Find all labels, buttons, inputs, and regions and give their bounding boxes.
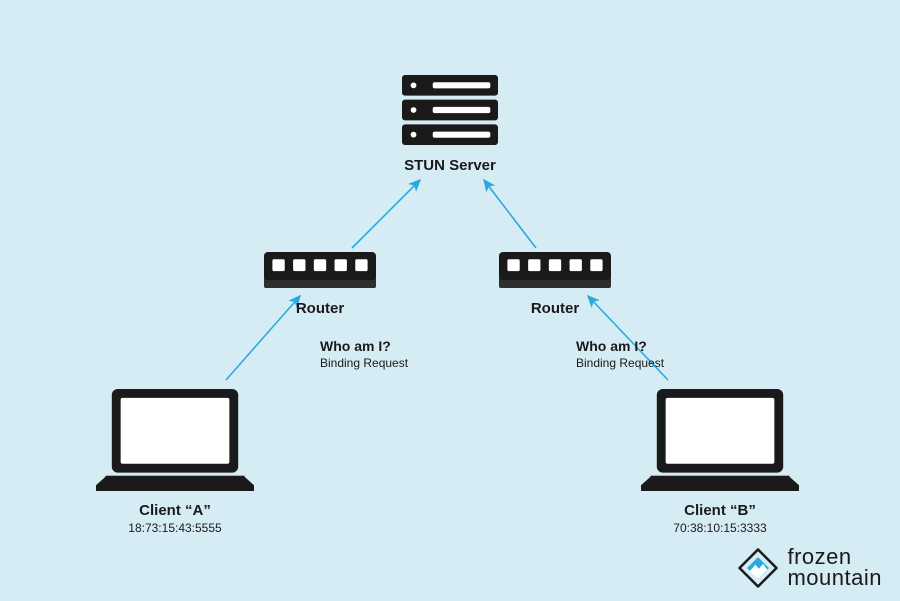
router-icon <box>264 252 376 288</box>
router-icon <box>499 252 611 288</box>
laptop-icon <box>96 389 254 491</box>
router-b-label-text: Router <box>531 300 579 317</box>
laptop-icon <box>641 389 799 491</box>
client-a-label: Client “A” 18:73:15:43:5555 <box>96 502 254 536</box>
brand-logo: frozen mountain <box>737 547 882 589</box>
server-icon <box>402 75 498 145</box>
router-a-node: Router <box>264 252 376 319</box>
client-a-label-text: Client “A” <box>96 502 254 521</box>
edge-label-b-title: Who am I? <box>576 338 664 356</box>
edge-label-a: Who am I? Binding Request <box>320 338 408 371</box>
edge-router-a-to-server <box>352 180 420 248</box>
edge-label-a-title: Who am I? <box>320 338 408 356</box>
router-b-label: Router <box>499 299 611 319</box>
mountain-icon <box>737 547 779 589</box>
client-b-node: Client “B” 70:38:10:15:3333 <box>641 389 799 536</box>
edge-label-b-sub: Binding Request <box>576 356 664 371</box>
server-label: STUN Server <box>402 156 498 176</box>
client-b-sub-text: 70:38:10:15:3333 <box>641 521 799 536</box>
server-node: STUN Server <box>402 75 498 176</box>
edge-label-a-sub: Binding Request <box>320 356 408 371</box>
client-b-label-text: Client “B” <box>641 502 799 521</box>
client-b-label: Client “B” 70:38:10:15:3333 <box>641 502 799 536</box>
edge-label-b: Who am I? Binding Request <box>576 338 664 371</box>
router-b-node: Router <box>499 252 611 319</box>
client-a-node: Client “A” 18:73:15:43:5555 <box>96 389 254 536</box>
router-a-label-text: Router <box>296 300 344 317</box>
router-a-label: Router <box>264 299 376 319</box>
edge-router-b-to-server <box>484 180 536 248</box>
client-a-sub-text: 18:73:15:43:5555 <box>96 521 254 536</box>
server-label-text: STUN Server <box>404 157 496 174</box>
logo-text-line2: mountain <box>787 568 882 589</box>
